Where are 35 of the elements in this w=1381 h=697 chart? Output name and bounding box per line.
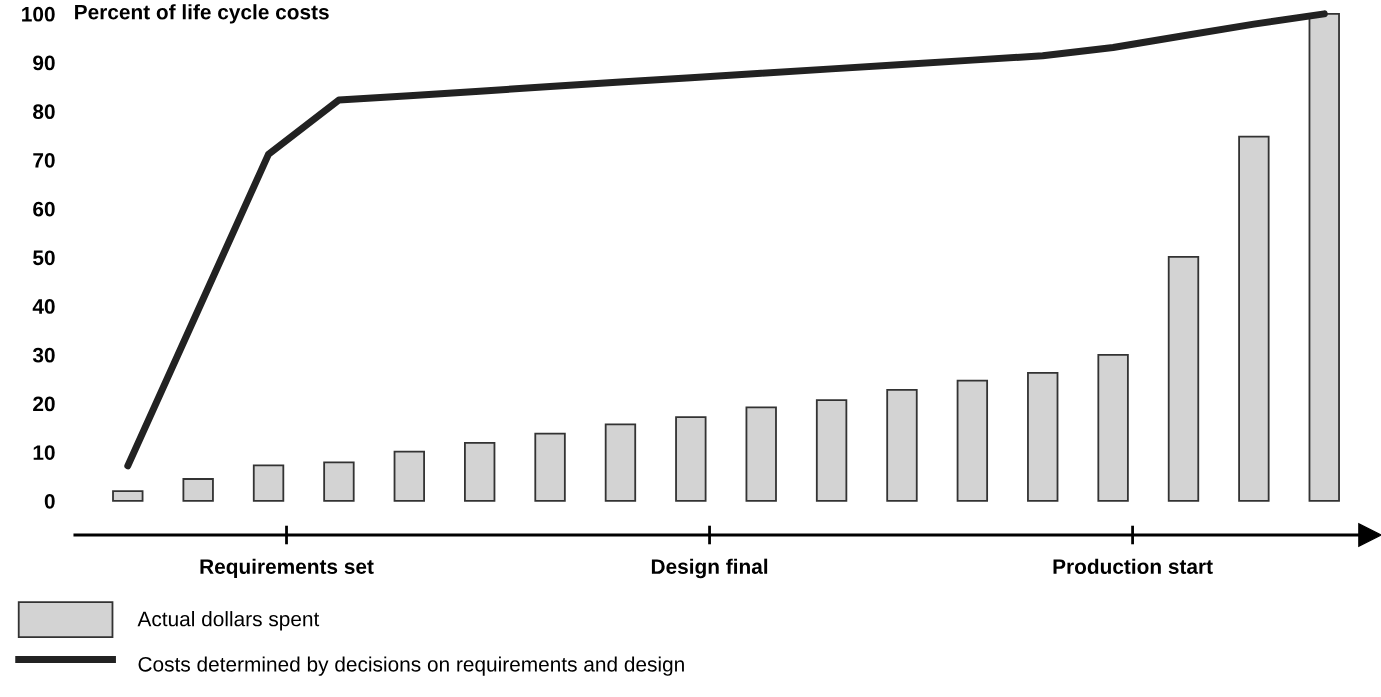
text: Production start: [1053, 558, 1213, 574]
bar: [1167, 255, 1200, 502]
y-tick-label: 30: [32, 347, 55, 363]
legend-label: Costs determined by decisions on requirements and design: [138, 656, 684, 676]
bar: [1238, 135, 1270, 502]
bar: [252, 464, 285, 502]
y-tick-label: 0: [44, 493, 55, 509]
y-tick-label: 100: [22, 6, 55, 22]
bar: [1097, 353, 1129, 502]
y-tick-label: 60: [33, 201, 55, 217]
bar: [745, 406, 777, 502]
bar: [464, 442, 496, 502]
bar: [323, 461, 355, 502]
bar: [112, 490, 144, 502]
bar: [182, 478, 214, 502]
bar: [534, 432, 566, 502]
y-tick-label: 10: [33, 445, 55, 460]
bar: [886, 388, 918, 502]
y-tick-label: 80: [33, 104, 55, 120]
y-tick-label: 70: [33, 152, 55, 168]
y-tick-label: 20: [33, 396, 55, 412]
text: Design final: [651, 558, 768, 579]
bar: [815, 399, 848, 502]
bar: [1308, 12, 1340, 502]
bar: [1027, 371, 1059, 502]
legend-label: Actual dollars spent: [137, 611, 320, 631]
y-tick-label: 40: [32, 299, 55, 314]
bar: [604, 423, 637, 502]
bar: [956, 379, 989, 502]
text: Requirements set: [200, 558, 374, 579]
y-axis-title: Percent of life cycle costs: [75, 4, 329, 24]
y-tick-label: 50: [33, 250, 55, 266]
y-tick-label: 90: [33, 55, 55, 71]
bar: [393, 450, 425, 502]
bar: [675, 416, 707, 502]
